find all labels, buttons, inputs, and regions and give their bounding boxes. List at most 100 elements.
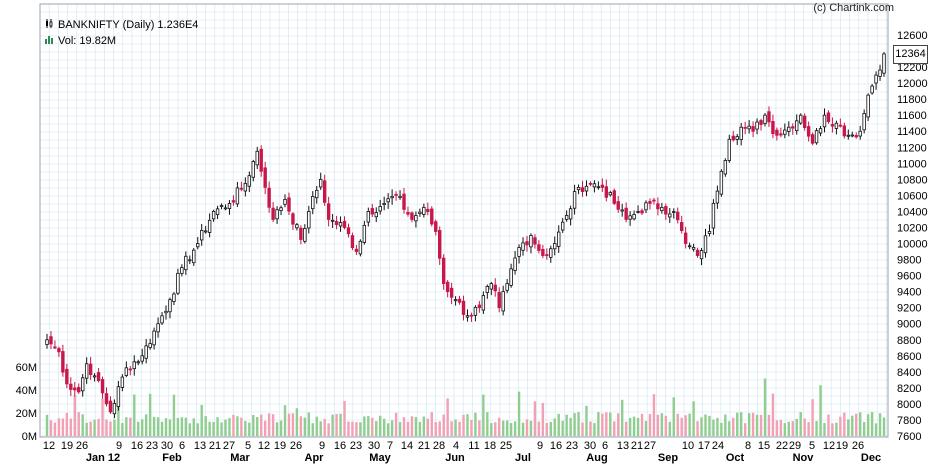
candle-body xyxy=(112,402,117,415)
candle-body xyxy=(818,128,823,134)
volume-bar xyxy=(160,421,164,436)
candle-body xyxy=(842,125,847,137)
candle-body xyxy=(65,368,69,385)
candle-body xyxy=(513,257,517,271)
volume-bar xyxy=(244,421,247,436)
volume-bar xyxy=(557,413,560,436)
candle-body xyxy=(116,386,121,407)
candle-body xyxy=(77,387,81,393)
price-tick-label: 8600 xyxy=(897,351,921,363)
candle-body xyxy=(231,200,236,203)
volume-bar xyxy=(652,394,656,436)
volume-bar xyxy=(196,423,199,436)
volume-bar xyxy=(168,419,172,436)
candle-body xyxy=(549,248,553,258)
candle-body xyxy=(311,196,315,210)
volume-bar xyxy=(73,395,76,436)
volume-bar xyxy=(474,412,477,436)
x-day-label: 16 xyxy=(334,440,346,452)
price-candles xyxy=(45,51,886,419)
candle-body xyxy=(529,235,533,248)
candle-body xyxy=(747,125,751,130)
volume-bar xyxy=(704,414,707,436)
candle-body xyxy=(802,115,807,128)
candle-body xyxy=(271,207,275,220)
volume-bar xyxy=(307,412,311,436)
volume-bar xyxy=(827,414,830,436)
volume-bar xyxy=(779,419,783,436)
candle-body xyxy=(755,121,759,130)
volume-bar xyxy=(696,421,699,436)
candle-body xyxy=(560,221,565,231)
candle-body xyxy=(422,207,426,215)
candle-body xyxy=(644,202,648,211)
volume-bar xyxy=(375,421,378,436)
x-day-label: 26 xyxy=(290,440,302,452)
volume-bar xyxy=(636,417,640,436)
volume-bar xyxy=(279,420,283,436)
volume-bar xyxy=(125,417,128,436)
volume-bars xyxy=(45,378,886,436)
candle-body xyxy=(445,281,450,293)
candle-body xyxy=(584,185,589,192)
candle-body xyxy=(568,208,573,220)
candle-body xyxy=(711,203,716,229)
volume-bar xyxy=(176,418,180,436)
volume-bar xyxy=(232,414,235,436)
volume-bar xyxy=(866,414,870,436)
candle-body xyxy=(553,243,557,250)
candle-body xyxy=(69,383,73,390)
volume-bar xyxy=(204,416,207,436)
candle-body xyxy=(406,211,410,215)
volume-bar xyxy=(323,418,326,436)
volume-bar xyxy=(823,423,826,436)
candle-body xyxy=(239,187,244,190)
volume-bar xyxy=(747,413,751,436)
candle-body xyxy=(283,199,287,205)
volume-bar xyxy=(69,418,73,436)
candle-body xyxy=(854,135,858,138)
candle-body xyxy=(477,304,482,309)
volume-bar xyxy=(101,398,104,436)
candle-body xyxy=(564,215,569,220)
price-tick-label: 12200 xyxy=(897,62,928,74)
candle-body xyxy=(136,361,140,364)
volume-bar xyxy=(180,417,184,436)
x-day-label: 4 xyxy=(453,440,459,452)
volume-bar xyxy=(271,414,275,436)
volume-bar xyxy=(529,420,533,436)
candle-body xyxy=(874,74,878,84)
chart-title: BANKNIFTY (Daily) 1.236E4 xyxy=(58,19,199,31)
candle-body xyxy=(255,150,259,166)
volume-bar xyxy=(668,421,671,436)
volume-bar xyxy=(406,421,410,436)
volume-bar xyxy=(236,416,239,436)
candle-body xyxy=(247,175,252,187)
volume-bar xyxy=(565,414,568,436)
last-price-tag: 12364 xyxy=(893,45,928,64)
volume-bar xyxy=(355,422,358,436)
candle-body xyxy=(57,348,61,353)
candle-body xyxy=(148,343,152,348)
candle-body xyxy=(517,247,521,257)
candle-body xyxy=(120,376,125,388)
volume-bar xyxy=(672,397,675,436)
price-tick-label: 11600 xyxy=(897,110,927,122)
candle-body xyxy=(719,170,724,195)
candle-body xyxy=(140,355,144,362)
volume-bar xyxy=(65,412,69,436)
candle-body xyxy=(88,363,93,375)
candle-body xyxy=(608,192,612,196)
candle-body xyxy=(830,124,835,127)
volume-bar xyxy=(450,421,453,436)
candle-body xyxy=(453,299,458,302)
volume-bar xyxy=(156,417,160,436)
candle-body xyxy=(243,182,248,192)
candle-body xyxy=(207,219,212,233)
candle-body xyxy=(326,203,331,220)
candle-body xyxy=(870,85,874,94)
candle-body xyxy=(338,222,343,227)
candle-body xyxy=(779,133,783,136)
volume-bar xyxy=(295,408,299,436)
